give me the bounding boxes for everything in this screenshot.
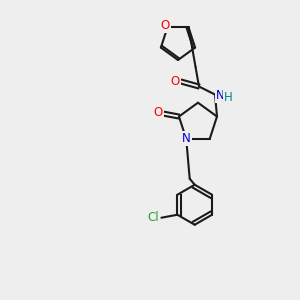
Text: H: H: [224, 91, 232, 104]
Text: O: O: [170, 75, 180, 88]
Text: N: N: [182, 132, 190, 146]
Text: O: O: [161, 19, 170, 32]
Text: N: N: [216, 89, 224, 102]
Text: Cl: Cl: [148, 211, 159, 224]
Text: O: O: [153, 106, 163, 119]
